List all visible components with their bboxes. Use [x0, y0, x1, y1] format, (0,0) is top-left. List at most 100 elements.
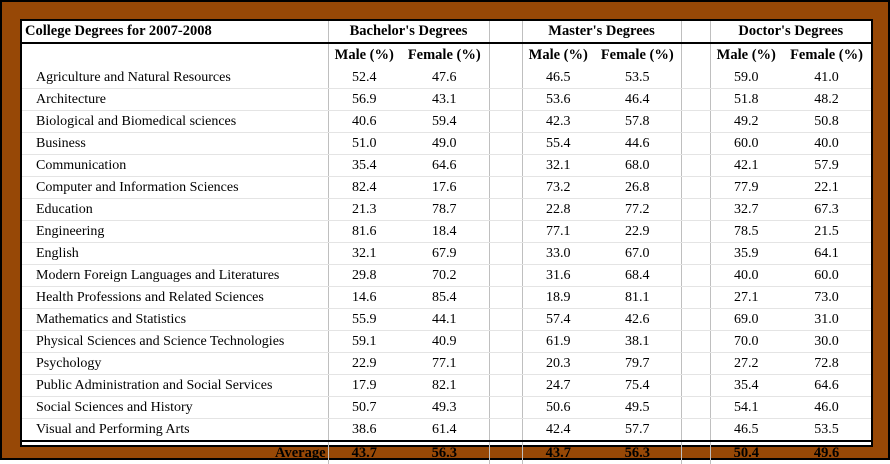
master-male-value: 61.9	[522, 330, 594, 353]
doctor-male-value: 35.4	[710, 374, 783, 397]
bachelor-male-value: 82.4	[327, 176, 400, 199]
bachelor-male-value: 59.1	[327, 330, 400, 353]
field-name: Psychology	[22, 352, 328, 375]
field-name: Education	[22, 198, 328, 221]
bachelor-female-value: 49.0	[400, 132, 489, 155]
master-female-value: 75.4	[594, 374, 682, 397]
bachelor-female-value: 82.1	[400, 374, 489, 397]
doctor-female-value: 21.5	[782, 220, 872, 243]
master-female-value: 68.4	[594, 264, 682, 287]
doctor-male-value: 51.8	[710, 88, 783, 111]
doctor-male-value: 42.1	[710, 154, 783, 177]
field-name: Social Sciences and History	[22, 396, 328, 419]
table-row: Architecture 56.9 43.1 53.6 46.4 51.8 48.2	[22, 88, 872, 111]
doctor-female-value: 72.8	[782, 352, 872, 375]
master-male-value: 20.3	[522, 352, 594, 375]
master-female-value: 67.0	[594, 242, 682, 265]
bachelor-male-value: 17.9	[327, 374, 400, 397]
master-male-value: 24.7	[522, 374, 594, 397]
doctor-female-value: 73.0	[782, 286, 872, 309]
field-name: Modern Foreign Languages and Literatures	[22, 264, 328, 287]
field-name: Engineering	[22, 220, 328, 243]
bachelor-male-value: 40.6	[327, 110, 400, 133]
master-female-value: 26.8	[594, 176, 682, 199]
table-row: Public Administration and Social Service…	[22, 374, 872, 397]
master-male-value: 33.0	[522, 242, 594, 265]
master-male-value: 42.4	[522, 418, 594, 442]
bachelor-male-value: 55.9	[327, 308, 400, 331]
bachelor-female-value: 64.6	[400, 154, 489, 177]
table-title: College Degrees for 2007-2008	[25, 23, 212, 39]
master-female-value: 57.8	[594, 110, 682, 133]
doctor-male-value: 54.1	[710, 396, 783, 419]
bachelor-female-value: 43.1	[400, 88, 489, 111]
table-row: Social Sciences and History 50.7 49.3 50.6 4…	[22, 396, 872, 419]
doctor-male-value: 60.0	[710, 132, 783, 155]
bachelor-male-value: 22.9	[327, 352, 400, 375]
bachelor-female-value: 44.1	[400, 308, 489, 331]
field-name: English	[22, 242, 328, 265]
bachelor-female-value: 78.7	[400, 198, 489, 221]
master-male-value: 42.3	[522, 110, 594, 133]
table-row: Business 51.0 49.0 55.4 44.6 60.0 40.0	[22, 132, 872, 155]
doctor-female-header: Female (%)	[790, 47, 863, 63]
doctor-female-value: 48.2	[782, 88, 872, 111]
master-female-value: 44.6	[594, 132, 682, 155]
master-header: Master's Degrees	[548, 23, 655, 39]
average-row: Average 43.7 56.3 43.7 56.3 50.4 49.6	[22, 441, 872, 464]
field-name: Communication	[22, 154, 328, 177]
bachelor-male-value: 14.6	[327, 286, 400, 309]
doctor-female-value: 50.8	[782, 110, 872, 133]
average-bachelor-male: 43.7	[327, 441, 400, 464]
master-female-value: 68.0	[594, 154, 682, 177]
doctor-male-value: 49.2	[710, 110, 783, 133]
bachelor-female-value: 47.6	[400, 67, 489, 89]
master-female-value: 77.2	[594, 198, 682, 221]
average-doctor-male: 50.4	[733, 444, 759, 461]
bachelor-male-value: 81.6	[327, 220, 400, 243]
master-male-value: 57.4	[522, 308, 594, 331]
bachelor-female-value: 40.9	[400, 330, 489, 353]
bachelor-male-value: 51.0	[327, 132, 400, 155]
average-doctor-female: 49.6	[813, 444, 840, 461]
master-male-value: 32.1	[522, 154, 594, 177]
field-name: Agriculture and Natural Resources	[22, 67, 328, 89]
bachelor-male-value: 35.4	[327, 154, 400, 177]
doctor-male-value: 69.0	[710, 308, 783, 331]
field-name: Computer and Information Sciences	[22, 176, 328, 199]
doctor-female-value: 41.0	[782, 67, 872, 89]
doctor-male-value: 70.0	[710, 330, 783, 353]
master-male-value: 55.4	[522, 132, 594, 155]
table-row: Modern Foreign Languages and Literatures…	[22, 264, 872, 287]
average-label: Average	[275, 444, 326, 461]
table-row: Engineering 81.6 18.4 77.1 22.9 78.5 21.5	[22, 220, 872, 243]
master-female-value: 42.6	[594, 308, 682, 331]
doctor-female-value: 64.6	[782, 374, 872, 397]
field-name: Business	[22, 132, 328, 155]
doctor-male-value: 40.0	[710, 264, 783, 287]
master-male-value: 22.8	[522, 198, 594, 221]
master-female-value: 57.7	[594, 418, 682, 442]
doctor-female-value: 22.1	[782, 176, 872, 199]
bachelor-female-value: 49.3	[400, 396, 489, 419]
table-body: Agriculture and Natural Resources 52.4 47.…	[22, 67, 872, 442]
field-name: Public Administration and Social Service…	[22, 374, 328, 397]
bachelor-male-value: 38.6	[327, 418, 400, 442]
doctor-male-value: 35.9	[710, 242, 783, 265]
bachelor-female-value: 70.2	[400, 264, 489, 287]
table-row: Psychology 22.9 77.1 20.3 79.7 27.2 72.8	[22, 352, 872, 375]
doctor-female-value: 46.0	[782, 396, 872, 419]
field-name: Health Professions and Related Sciences	[22, 286, 328, 309]
table-row: Visual and Performing Arts 38.6 61.4 42.4 57…	[22, 418, 872, 442]
doctor-female-value: 53.5	[782, 418, 872, 442]
bachelor-female-value: 67.9	[400, 242, 489, 265]
doctor-female-value: 57.9	[782, 154, 872, 177]
master-female-value: 22.9	[594, 220, 682, 243]
table-row: Education 21.3 78.7 22.8 77.2 32.7 67.3	[22, 198, 872, 221]
doctor-female-value: 67.3	[782, 198, 872, 221]
bachelor-male-value: 52.4	[327, 67, 400, 89]
doctor-male-value: 78.5	[710, 220, 783, 243]
master-male-value: 77.1	[522, 220, 594, 243]
bachelor-header: Bachelor's Degrees	[327, 21, 489, 43]
